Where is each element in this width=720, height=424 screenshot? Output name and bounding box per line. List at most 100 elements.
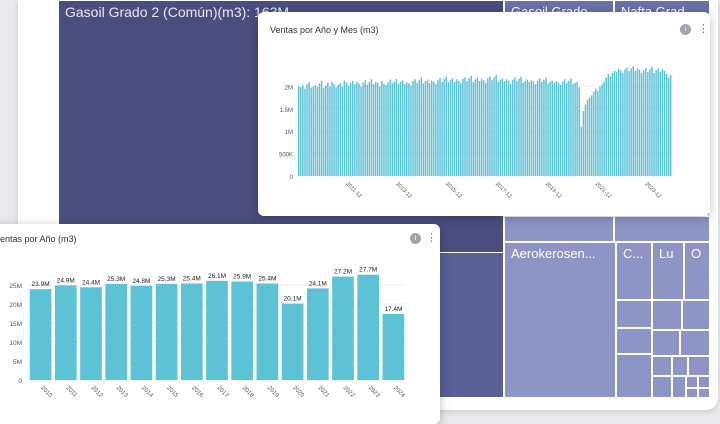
monthly-bar xyxy=(609,76,612,176)
y-tick-label: 1M xyxy=(285,130,293,136)
y-tick-label: 1.5M xyxy=(280,108,293,114)
monthly-bar xyxy=(520,76,522,176)
treemap-cell-row2-b[interactable] xyxy=(614,216,710,242)
kebab-menu-icon[interactable]: ⋮ xyxy=(426,232,437,244)
monthly-bar xyxy=(667,77,670,176)
monthly-bar xyxy=(553,82,556,176)
monthly-bar xyxy=(341,86,344,176)
treemap-cell-small[interactable] xyxy=(652,330,680,356)
monthly-bar xyxy=(526,79,529,176)
x-tick-label: 2015-12 xyxy=(444,181,463,200)
x-tick-label: 2022 xyxy=(342,385,356,399)
y-tick-label: 10M xyxy=(9,340,22,347)
info-icon[interactable]: i xyxy=(410,233,421,244)
treemap-cell-small[interactable] xyxy=(688,356,710,376)
monthly-bar xyxy=(370,79,373,176)
treemap-cell-small[interactable] xyxy=(698,376,710,388)
monthly-bar xyxy=(630,68,632,176)
treemap-cell-lu[interactable]: Lu xyxy=(652,242,684,300)
x-tick-label: 2010 xyxy=(39,385,53,399)
yearly-bar xyxy=(306,288,329,380)
monthly-bar xyxy=(441,81,443,176)
data-label: 26.1M xyxy=(208,273,226,280)
monthly-bar xyxy=(547,83,549,176)
monthly-bar xyxy=(576,81,578,176)
monthly-bar xyxy=(381,81,383,176)
x-tick-label: 2019-12 xyxy=(544,181,563,200)
yearly-bar xyxy=(80,287,102,380)
data-label: 20.1M xyxy=(284,296,302,303)
monthly-bar xyxy=(399,81,402,176)
treemap-cell-small[interactable] xyxy=(616,354,652,398)
monthly-bar xyxy=(406,82,408,176)
monthly-bar xyxy=(352,81,354,176)
monthly-bar xyxy=(590,95,593,176)
monthly-bar xyxy=(478,81,481,176)
y-tick-label: 2M xyxy=(285,85,293,91)
x-tick-label: 2012 xyxy=(90,385,104,399)
monthly-bar xyxy=(362,82,364,176)
monthly-bar xyxy=(497,81,499,176)
x-tick-label: 2011 xyxy=(64,385,78,399)
treemap-cell-small[interactable] xyxy=(680,330,710,356)
monthly-bar xyxy=(518,78,520,176)
monthly-bar xyxy=(597,90,599,176)
treemap-cell-small[interactable] xyxy=(686,388,698,398)
treemap-cell-small[interactable] xyxy=(672,376,686,398)
treemap-cell-aerokerosen[interactable]: Aerokerosen... xyxy=(504,242,616,398)
monthly-bar xyxy=(428,82,431,176)
monthly-bar xyxy=(570,78,572,176)
treemap-cell-small[interactable] xyxy=(616,328,652,354)
treemap-cell-small[interactable] xyxy=(672,356,688,376)
monthly-bar xyxy=(524,81,526,176)
monthly-bar xyxy=(474,79,477,176)
monthly-bar xyxy=(607,73,610,176)
treemap-cell-small[interactable] xyxy=(616,300,652,328)
treemap-cell-small[interactable] xyxy=(652,376,672,398)
monthly-bar xyxy=(316,86,319,176)
x-tick-label: 2013 xyxy=(115,385,129,399)
monthly-bar xyxy=(549,81,551,176)
monthly-bar xyxy=(593,91,595,176)
monthly-bar xyxy=(443,79,445,176)
x-tick-label: 2018 xyxy=(241,385,255,399)
monthly-bar xyxy=(322,88,325,176)
treemap-cell-small[interactable] xyxy=(686,376,698,388)
data-label: 24.4M xyxy=(82,279,100,286)
treemap-cell-row2-a[interactable] xyxy=(504,216,614,242)
monthly-bar xyxy=(649,69,651,176)
monthly-bar xyxy=(480,78,483,176)
y-tick-label: 15M xyxy=(9,321,22,328)
treemap-cell-small[interactable] xyxy=(698,388,710,398)
monthly-bar xyxy=(354,84,356,176)
monthly-bar xyxy=(539,78,541,176)
data-label: 23.9M xyxy=(32,281,50,288)
treemap-cell-small[interactable] xyxy=(682,300,710,330)
treemap-cell-c[interactable]: C... xyxy=(616,242,652,300)
monthly-bar xyxy=(582,111,585,176)
info-icon[interactable]: i xyxy=(680,24,691,35)
monthly-bar xyxy=(499,79,502,176)
monthly-bar xyxy=(455,79,458,176)
monthly-bar xyxy=(559,84,562,176)
monthly-bar xyxy=(312,86,315,176)
monthly-bar xyxy=(368,81,371,176)
monthly-bar xyxy=(530,80,533,176)
monthly-bar xyxy=(418,80,420,176)
monthly-bar xyxy=(657,68,659,176)
monthly-bar xyxy=(586,99,589,176)
x-tick-label: 2017-12 xyxy=(494,181,513,200)
monthly-bar xyxy=(393,81,396,176)
yearly-bar xyxy=(180,283,203,380)
data-label: 27.7M xyxy=(359,267,377,274)
monthly-bar xyxy=(563,79,566,176)
kebab-menu-icon[interactable]: ⋮ xyxy=(698,23,709,35)
treemap-cell-small[interactable] xyxy=(652,356,672,376)
monthly-bar xyxy=(433,81,435,176)
treemap-cell-o[interactable]: O xyxy=(684,242,710,300)
monthly-bar xyxy=(522,82,524,176)
y-tick-label: 5M xyxy=(13,359,22,366)
monthly-bar xyxy=(574,82,576,176)
data-label: 24.9M xyxy=(57,277,75,284)
treemap-cell-small[interactable] xyxy=(652,300,682,330)
